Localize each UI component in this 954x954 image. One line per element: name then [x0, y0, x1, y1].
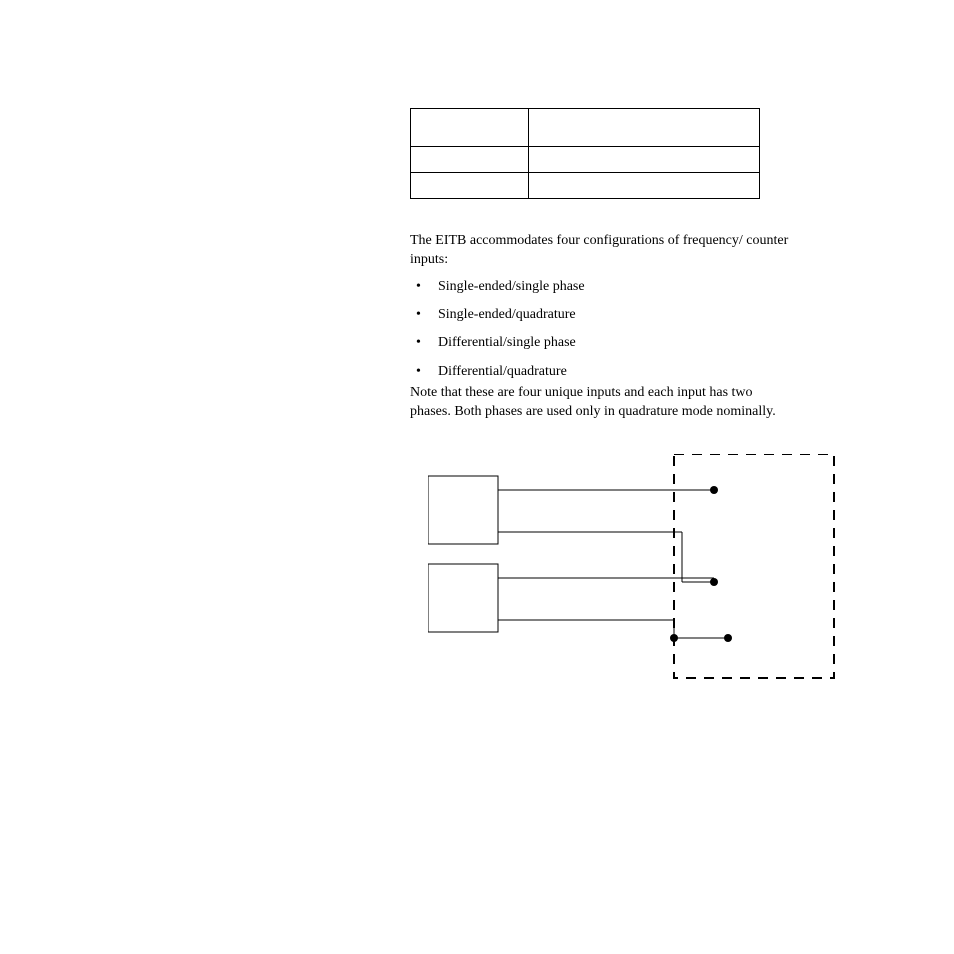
list-item: Single-ended/quadrature — [410, 306, 792, 324]
block-b — [428, 564, 498, 632]
intro-paragraph: The EITB accommodates four configuration… — [410, 232, 792, 270]
node-dot — [710, 486, 718, 494]
note-paragraph: Note that these are four unique inputs a… — [410, 384, 792, 422]
table-row — [411, 109, 760, 147]
table-row — [411, 147, 760, 173]
table-row — [411, 173, 760, 199]
table-cell — [528, 109, 759, 147]
wiring-diagram — [428, 454, 838, 684]
block-a — [428, 476, 498, 544]
list-item: Single-ended/single phase — [410, 278, 792, 296]
config-list: Single-ended/single phase Single-ended/q… — [410, 278, 792, 391]
node-dot — [724, 634, 732, 642]
table-cell — [411, 109, 529, 147]
table-cell — [411, 147, 529, 173]
node-dot — [710, 578, 718, 586]
empty-table — [410, 108, 760, 199]
node-dot — [670, 634, 678, 642]
table-cell — [411, 173, 529, 199]
table-cell — [528, 147, 759, 173]
table-cell — [528, 173, 759, 199]
page: The EITB accommodates four configuration… — [0, 0, 954, 954]
list-item: Differential/quadrature — [410, 363, 792, 381]
dashed-enclosure — [674, 454, 834, 678]
list-item: Differential/single phase — [410, 334, 792, 352]
